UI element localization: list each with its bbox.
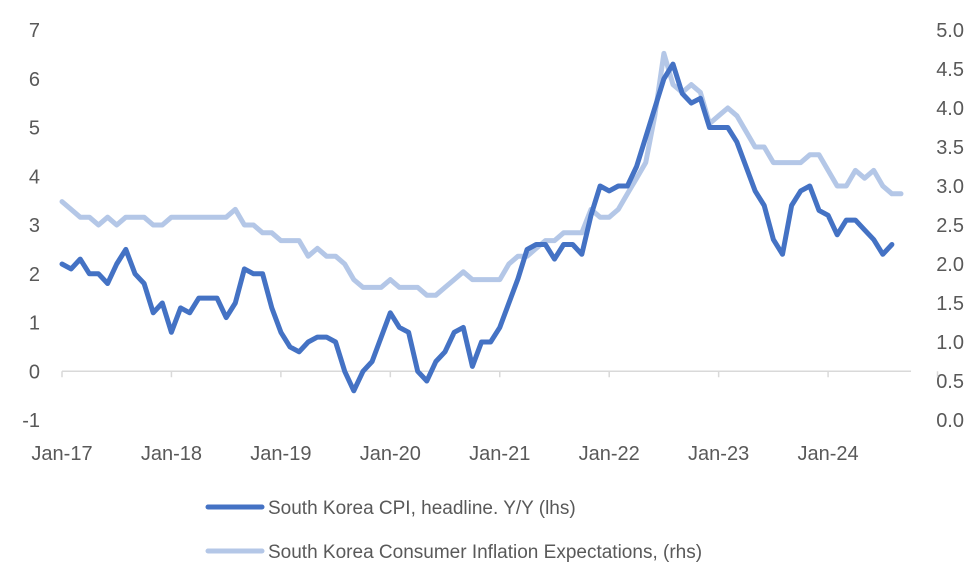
left-tick-label: 5 [29, 118, 40, 140]
left-tick-label: 0 [29, 361, 40, 383]
left-tick-label: 1 [29, 313, 40, 335]
left-tick-label: -1 [22, 410, 40, 432]
right-tick-label: 1.5 [936, 293, 964, 315]
right-tick-label: 2.5 [936, 215, 964, 237]
right-tick-label: 0.5 [936, 371, 964, 393]
left-tick-label: 6 [29, 69, 40, 91]
right-tick-label: 3.5 [936, 137, 964, 159]
legend-label-cpi: South Korea CPI, headline. Y/Y (lhs) [268, 498, 576, 519]
x-tick-label: Jan-23 [688, 443, 749, 465]
series-line-cpi [59, 61, 895, 394]
left-tick-label: 3 [29, 215, 40, 237]
left-axis-ticks: -1 0 1 2 3 4 5 6 7 [22, 20, 40, 432]
left-tick-label: 7 [29, 20, 40, 42]
right-tick-label: 0.0 [936, 410, 964, 432]
x-axis-labels: Jan-17 Jan-18 Jan-19 Jan-20 Jan-21 Jan-22 Jan-… [31, 443, 858, 465]
x-tick-label: Jan-21 [469, 443, 530, 465]
right-tick-label: 3.0 [936, 176, 964, 198]
right-tick-label: 1.0 [936, 332, 964, 354]
x-tick-label: Jan-24 [798, 443, 859, 465]
right-tick-label: 4.5 [936, 59, 964, 81]
right-tick-label: 4.0 [936, 98, 964, 120]
legend: South Korea CPI, headline. Y/Y (lhs) Sou… [205, 498, 702, 563]
right-tick-label: 5.0 [936, 20, 964, 42]
right-axis-ticks: 0.0 0.5 1.0 1.5 2.0 2.5 3.0 3.5 4.0 4.5 5.0 [936, 20, 964, 432]
series-lines [59, 50, 904, 394]
x-tick-label: Jan-19 [250, 443, 311, 465]
legend-label-expectations: South Korea Consumer Inflation Expectati… [268, 542, 702, 563]
x-tick-label: Jan-18 [141, 443, 202, 465]
x-tick-label: Jan-20 [360, 443, 421, 465]
x-axis-tickmarks [61, 371, 939, 378]
x-tick-label: Jan-17 [31, 443, 92, 465]
x-tick-label: Jan-22 [579, 443, 640, 465]
left-tick-label: 2 [29, 264, 40, 286]
series-line-inflation-expectations [59, 50, 904, 298]
left-tick-label: 4 [29, 166, 40, 188]
right-tick-label: 2.0 [936, 254, 964, 276]
